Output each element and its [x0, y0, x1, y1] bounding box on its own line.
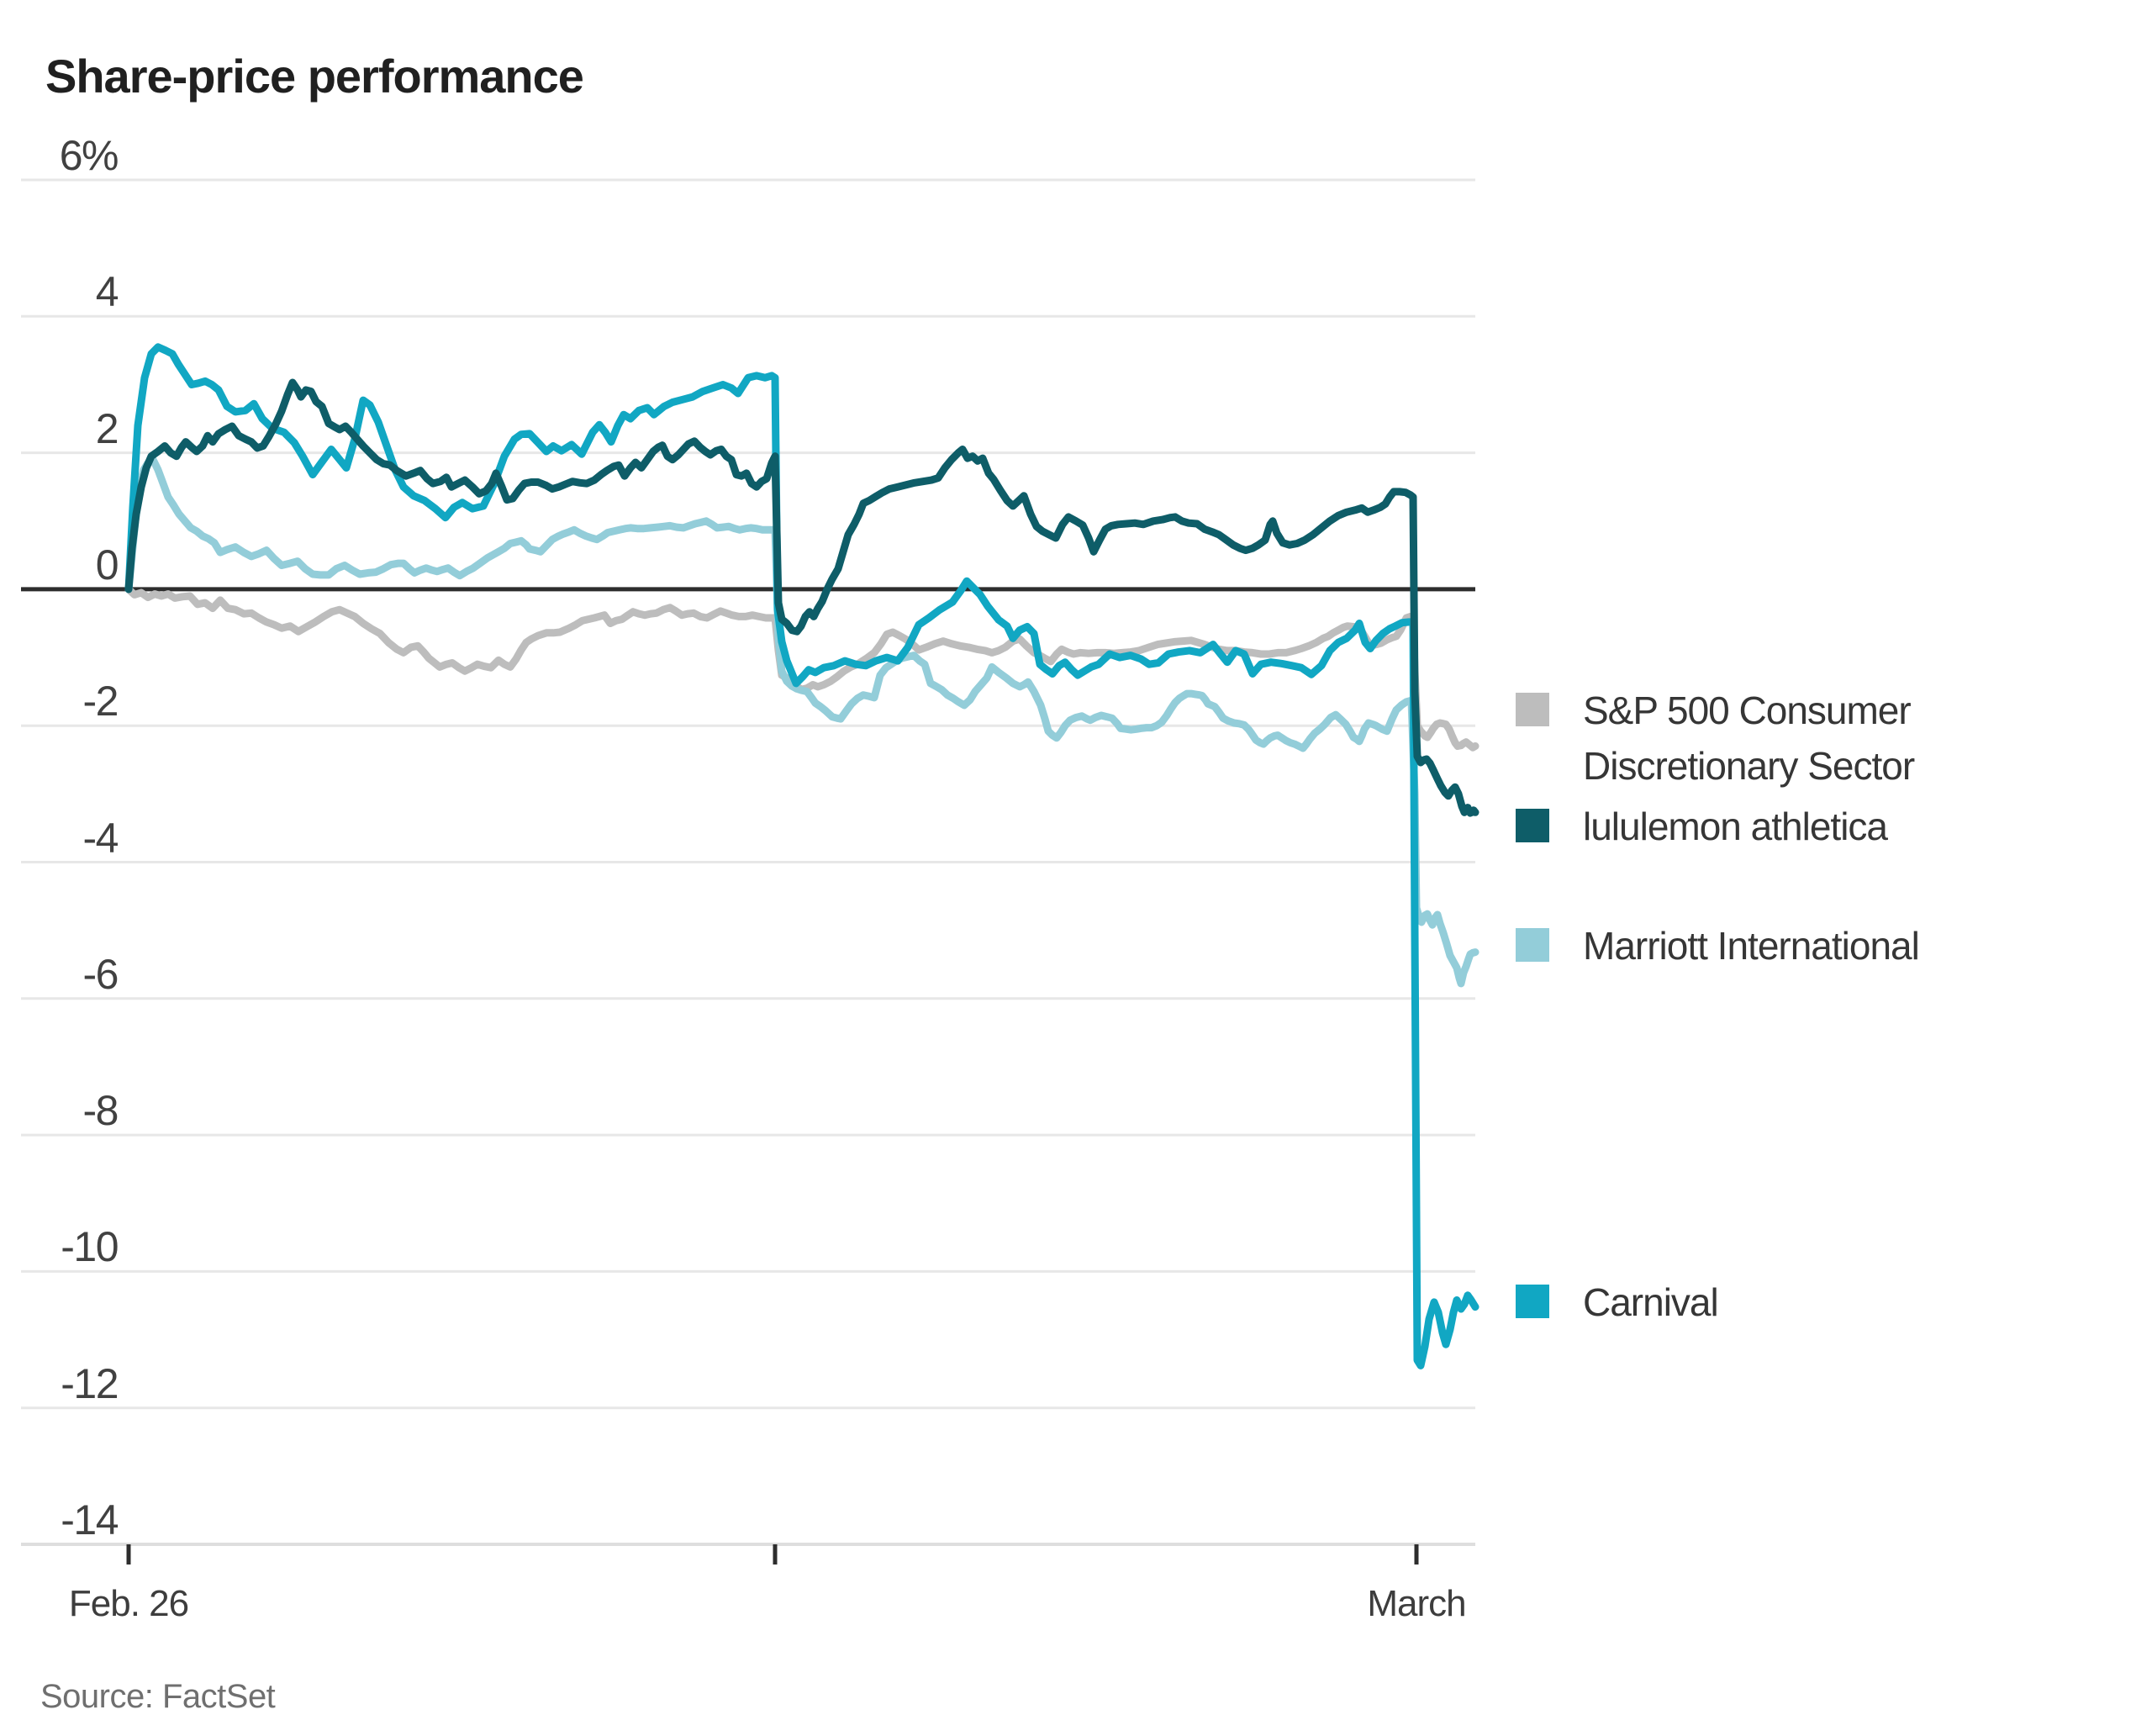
- legend-item-sp500-consumer-discretionary: S&P 500 Consumer Discretionary Sector: [1516, 683, 2121, 794]
- y-tick-label: -12: [61, 1359, 119, 1407]
- lululemon-legend-swatch: [1516, 809, 1549, 842]
- legend-item-carnival: Carnival: [1516, 1274, 1719, 1330]
- y-tick-label: -6: [82, 950, 119, 998]
- x-tick-label: March: [1367, 1583, 1466, 1624]
- chart-title: Share-price performance: [45, 50, 584, 103]
- series-line-marriott-international: [124, 456, 1480, 988]
- series-line-lululemon-athletica: [124, 378, 1480, 817]
- legend-label: Marriott International: [1583, 924, 1920, 968]
- y-tick-label: 2: [95, 404, 119, 452]
- x-tick-label: Feb. 26: [68, 1583, 189, 1624]
- carnival-legend-swatch: [1516, 1285, 1549, 1318]
- y-tick-label: 4: [95, 268, 119, 316]
- y-tick-label: 0: [95, 541, 119, 588]
- y-tick-label: -10: [61, 1223, 119, 1271]
- legend-label: lululemon athletica: [1583, 805, 1888, 848]
- y-tick-label: -14: [61, 1496, 119, 1543]
- legend-item-marriott: Marriott International: [1516, 918, 1920, 974]
- y-tick-label: -2: [82, 678, 119, 726]
- legend-label: Carnival: [1583, 1280, 1719, 1324]
- y-tick-label: -8: [82, 1087, 119, 1135]
- legend-label: S&P 500 Consumer Discretionary Sector: [1583, 689, 1915, 788]
- y-tick-label: 6%: [59, 132, 119, 179]
- marriott-legend-swatch: [1516, 928, 1549, 962]
- y-tick-label: -4: [82, 814, 119, 862]
- series-line-carnival: [124, 343, 1480, 1369]
- legend-item-lululemon: lululemon athletica: [1516, 799, 1888, 854]
- series-line-s-p-500-consumer-discretionary-sector: [124, 585, 1480, 752]
- source-note: Source: FactSet: [40, 1678, 276, 1715]
- sp500-legend-swatch: [1516, 693, 1549, 726]
